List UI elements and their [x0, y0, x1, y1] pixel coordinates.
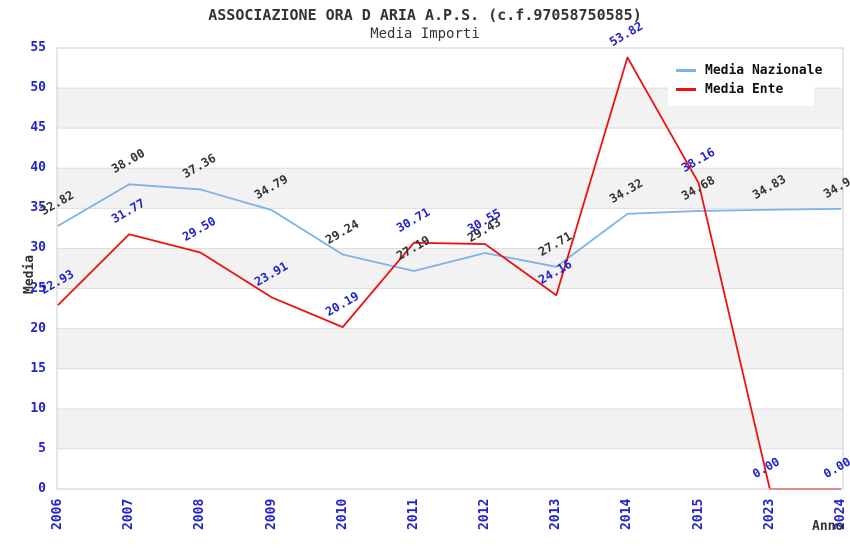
y-tick-label: 5 — [38, 440, 46, 456]
y-tick-label: 15 — [30, 360, 46, 376]
plot-band — [57, 408, 843, 449]
x-tick-label: 2010 — [334, 498, 350, 530]
x-tick-label: 2013 — [548, 498, 564, 530]
y-tick-label: 25 — [30, 280, 46, 296]
y-tick-label: 0 — [38, 481, 46, 496]
legend-item-media-nazionale: Media Nazionale — [676, 61, 822, 80]
legend-label-media-ente: Media Ente — [705, 82, 784, 97]
legend: Media Nazionale Media Ente — [668, 54, 822, 106]
y-tick-label: 45 — [30, 120, 46, 136]
y-tick-label: 50 — [30, 80, 46, 96]
plot-band — [57, 248, 843, 289]
media-ente-line-sample-icon — [676, 88, 696, 91]
media-nazionale-line-sample-icon — [676, 69, 696, 72]
x-tick-label: 2006 — [50, 498, 65, 530]
x-tick-label: 2014 — [619, 498, 635, 530]
x-tick-label: 2008 — [192, 498, 208, 530]
y-tick-label: 55 — [30, 40, 46, 55]
chart-subtitle: Media Importi — [370, 26, 480, 42]
x-tick-label: 2012 — [477, 498, 493, 530]
y-tick-label: 40 — [30, 160, 46, 176]
series-line-media-ente — [57, 56, 841, 490]
plot-frame — [56, 47, 844, 490]
y-tick-label: 30 — [30, 240, 46, 256]
x-tick-label: 2015 — [690, 498, 706, 530]
legend-item-media-ente: Media Ente — [676, 80, 806, 99]
y-tick-label: 35 — [30, 200, 46, 216]
chart-title: ASSOCIAZIONE ORA D ARIA A.P.S. (c.f.9705… — [208, 6, 642, 24]
x-tick-label: 2023 — [761, 498, 777, 530]
series-line-media-nazionale — [57, 183, 842, 272]
x-tick-label: 2009 — [263, 498, 279, 530]
y-tick-label: 20 — [30, 320, 46, 336]
y-axis-title: Media — [22, 254, 37, 294]
y-tick-label: 10 — [30, 400, 46, 416]
legend-label-media-nazionale: Media Nazionale — [705, 63, 823, 78]
x-tick-label: 2011 — [405, 498, 421, 530]
plot-band — [57, 328, 843, 369]
x-axis-title: Anno — [812, 519, 844, 534]
x-tick-label: 2007 — [121, 498, 137, 530]
